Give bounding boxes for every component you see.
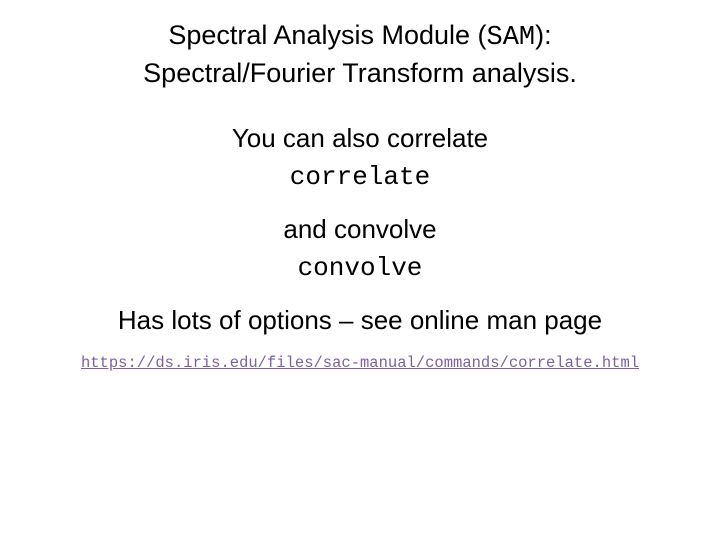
manual-link-line: https://ds.iris.edu/files/sac-manual/com… xyxy=(0,354,720,372)
title-post: ): xyxy=(535,20,552,50)
also-correlate-line: You can also correlate xyxy=(0,123,720,154)
correlate-command: correlate xyxy=(0,162,720,192)
and-convolve-line: and convolve xyxy=(0,214,720,245)
title-pre: Spectral Analysis Module ( xyxy=(168,20,486,50)
slide: Spectral Analysis Module (SAM): Spectral… xyxy=(0,0,720,540)
title-line-2: Spectral/Fourier Transform analysis. xyxy=(0,56,720,91)
convolve-command: convolve xyxy=(0,253,720,283)
title-line-1: Spectral Analysis Module (SAM): xyxy=(0,18,720,56)
title-code: SAM xyxy=(487,23,536,53)
title-block: Spectral Analysis Module (SAM): Spectral… xyxy=(0,18,720,91)
options-note: Has lots of options – see online man pag… xyxy=(0,305,720,336)
manual-link[interactable]: https://ds.iris.edu/files/sac-manual/com… xyxy=(81,354,639,372)
